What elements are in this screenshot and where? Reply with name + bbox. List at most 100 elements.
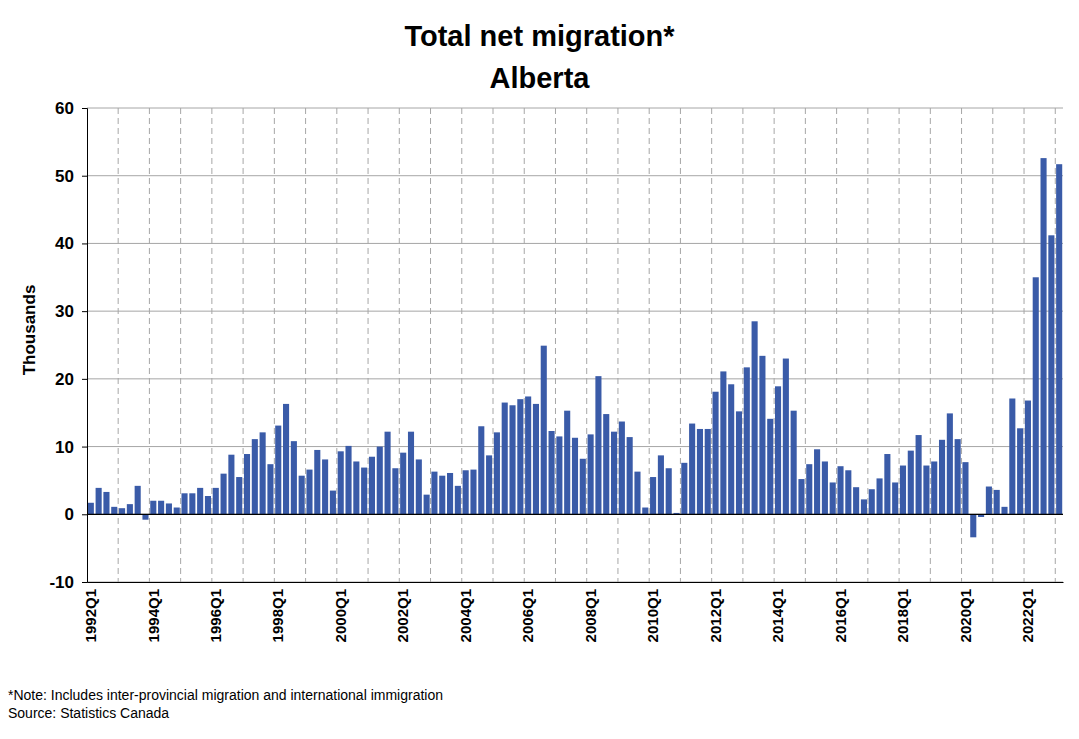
bar xyxy=(447,473,453,514)
bar xyxy=(798,479,804,514)
bar xyxy=(478,426,484,514)
bar xyxy=(111,507,117,514)
bar xyxy=(392,468,398,514)
bar xyxy=(627,437,633,514)
bar xyxy=(455,486,461,514)
bar xyxy=(955,439,961,514)
grid-line xyxy=(87,378,1063,379)
grid-line xyxy=(493,108,494,582)
bar xyxy=(619,422,625,515)
bar xyxy=(463,470,469,514)
bar xyxy=(650,477,656,514)
bar xyxy=(533,404,539,514)
bars xyxy=(88,158,1062,537)
bar xyxy=(822,461,828,514)
bar xyxy=(634,472,640,515)
tick: 2006Q1 xyxy=(519,582,536,642)
tick-label: 2002Q1 xyxy=(394,589,411,642)
y-grid xyxy=(87,108,1063,582)
grid-line xyxy=(368,108,369,582)
grid-line xyxy=(899,108,900,582)
grid-line xyxy=(118,108,119,582)
bar xyxy=(1017,428,1023,514)
title: Total net migration* xyxy=(404,20,675,52)
bar xyxy=(119,508,125,514)
bar xyxy=(783,359,789,515)
tick-label: 40 xyxy=(55,234,74,253)
tick-label: 2000Q1 xyxy=(332,589,349,642)
bar xyxy=(1048,235,1054,514)
y-axis: -100102030405060 xyxy=(49,99,87,592)
tick: 1996Q1 xyxy=(207,582,224,642)
bar xyxy=(244,454,250,514)
bar xyxy=(306,470,312,515)
bar xyxy=(541,346,547,515)
tick-mark xyxy=(82,243,87,244)
bar xyxy=(470,470,476,515)
bar xyxy=(681,463,687,514)
bar xyxy=(1025,401,1031,515)
tick-label: 20 xyxy=(55,370,74,389)
grid-line xyxy=(524,108,525,582)
x-grid xyxy=(118,108,1055,582)
grid-line xyxy=(555,108,556,582)
bar xyxy=(720,371,726,514)
bar xyxy=(658,455,664,514)
bar xyxy=(486,455,492,514)
tick-mark xyxy=(82,447,87,448)
bar xyxy=(845,470,851,514)
grid-line xyxy=(87,582,1063,583)
bar xyxy=(181,493,187,514)
bar xyxy=(431,472,437,515)
bar xyxy=(595,376,601,514)
grid-line xyxy=(1024,108,1025,582)
grid-line xyxy=(211,108,212,582)
bar xyxy=(252,439,258,514)
tick: 2000Q1 xyxy=(332,582,349,642)
bar xyxy=(775,386,781,514)
bar xyxy=(908,451,914,515)
bar xyxy=(923,466,929,515)
bar xyxy=(228,455,234,515)
bar xyxy=(986,487,992,515)
grid-line xyxy=(680,108,681,582)
grid-line xyxy=(180,108,181,582)
bar xyxy=(767,419,773,514)
tick-label: 50 xyxy=(55,167,74,186)
bar xyxy=(806,464,812,514)
bar xyxy=(759,356,765,514)
tick-label: 1994Q1 xyxy=(145,589,162,642)
bar xyxy=(213,488,219,514)
grid-line xyxy=(930,108,931,582)
bar xyxy=(416,459,422,514)
tick-label: 10 xyxy=(55,438,74,457)
bar xyxy=(502,403,508,515)
tick-label: 1998Q1 xyxy=(269,589,286,642)
tick-label: 2020Q1 xyxy=(957,589,974,642)
tick-label: 0 xyxy=(65,505,74,524)
bar xyxy=(611,432,617,515)
bar xyxy=(377,447,383,515)
tick-label: 2008Q1 xyxy=(582,589,599,642)
bar xyxy=(369,457,375,515)
grid-line xyxy=(336,108,337,582)
bar xyxy=(752,321,758,514)
tick: 2008Q1 xyxy=(582,582,599,642)
bar xyxy=(931,461,937,514)
grid-line xyxy=(87,311,1063,312)
bar xyxy=(408,432,414,515)
grid-line xyxy=(87,243,1063,244)
axis-line xyxy=(82,109,88,583)
grid-line xyxy=(774,108,775,582)
zero-line xyxy=(87,514,1063,515)
tick-mark xyxy=(82,582,87,583)
grid-line xyxy=(992,108,993,582)
bar xyxy=(291,441,297,514)
grid-line xyxy=(461,108,462,582)
bar xyxy=(744,367,750,514)
tick-label: 30 xyxy=(55,302,74,321)
grid-line xyxy=(305,108,306,582)
grid-line xyxy=(711,108,712,582)
grid-line xyxy=(742,108,743,582)
tick-label: 1996Q1 xyxy=(207,589,224,642)
